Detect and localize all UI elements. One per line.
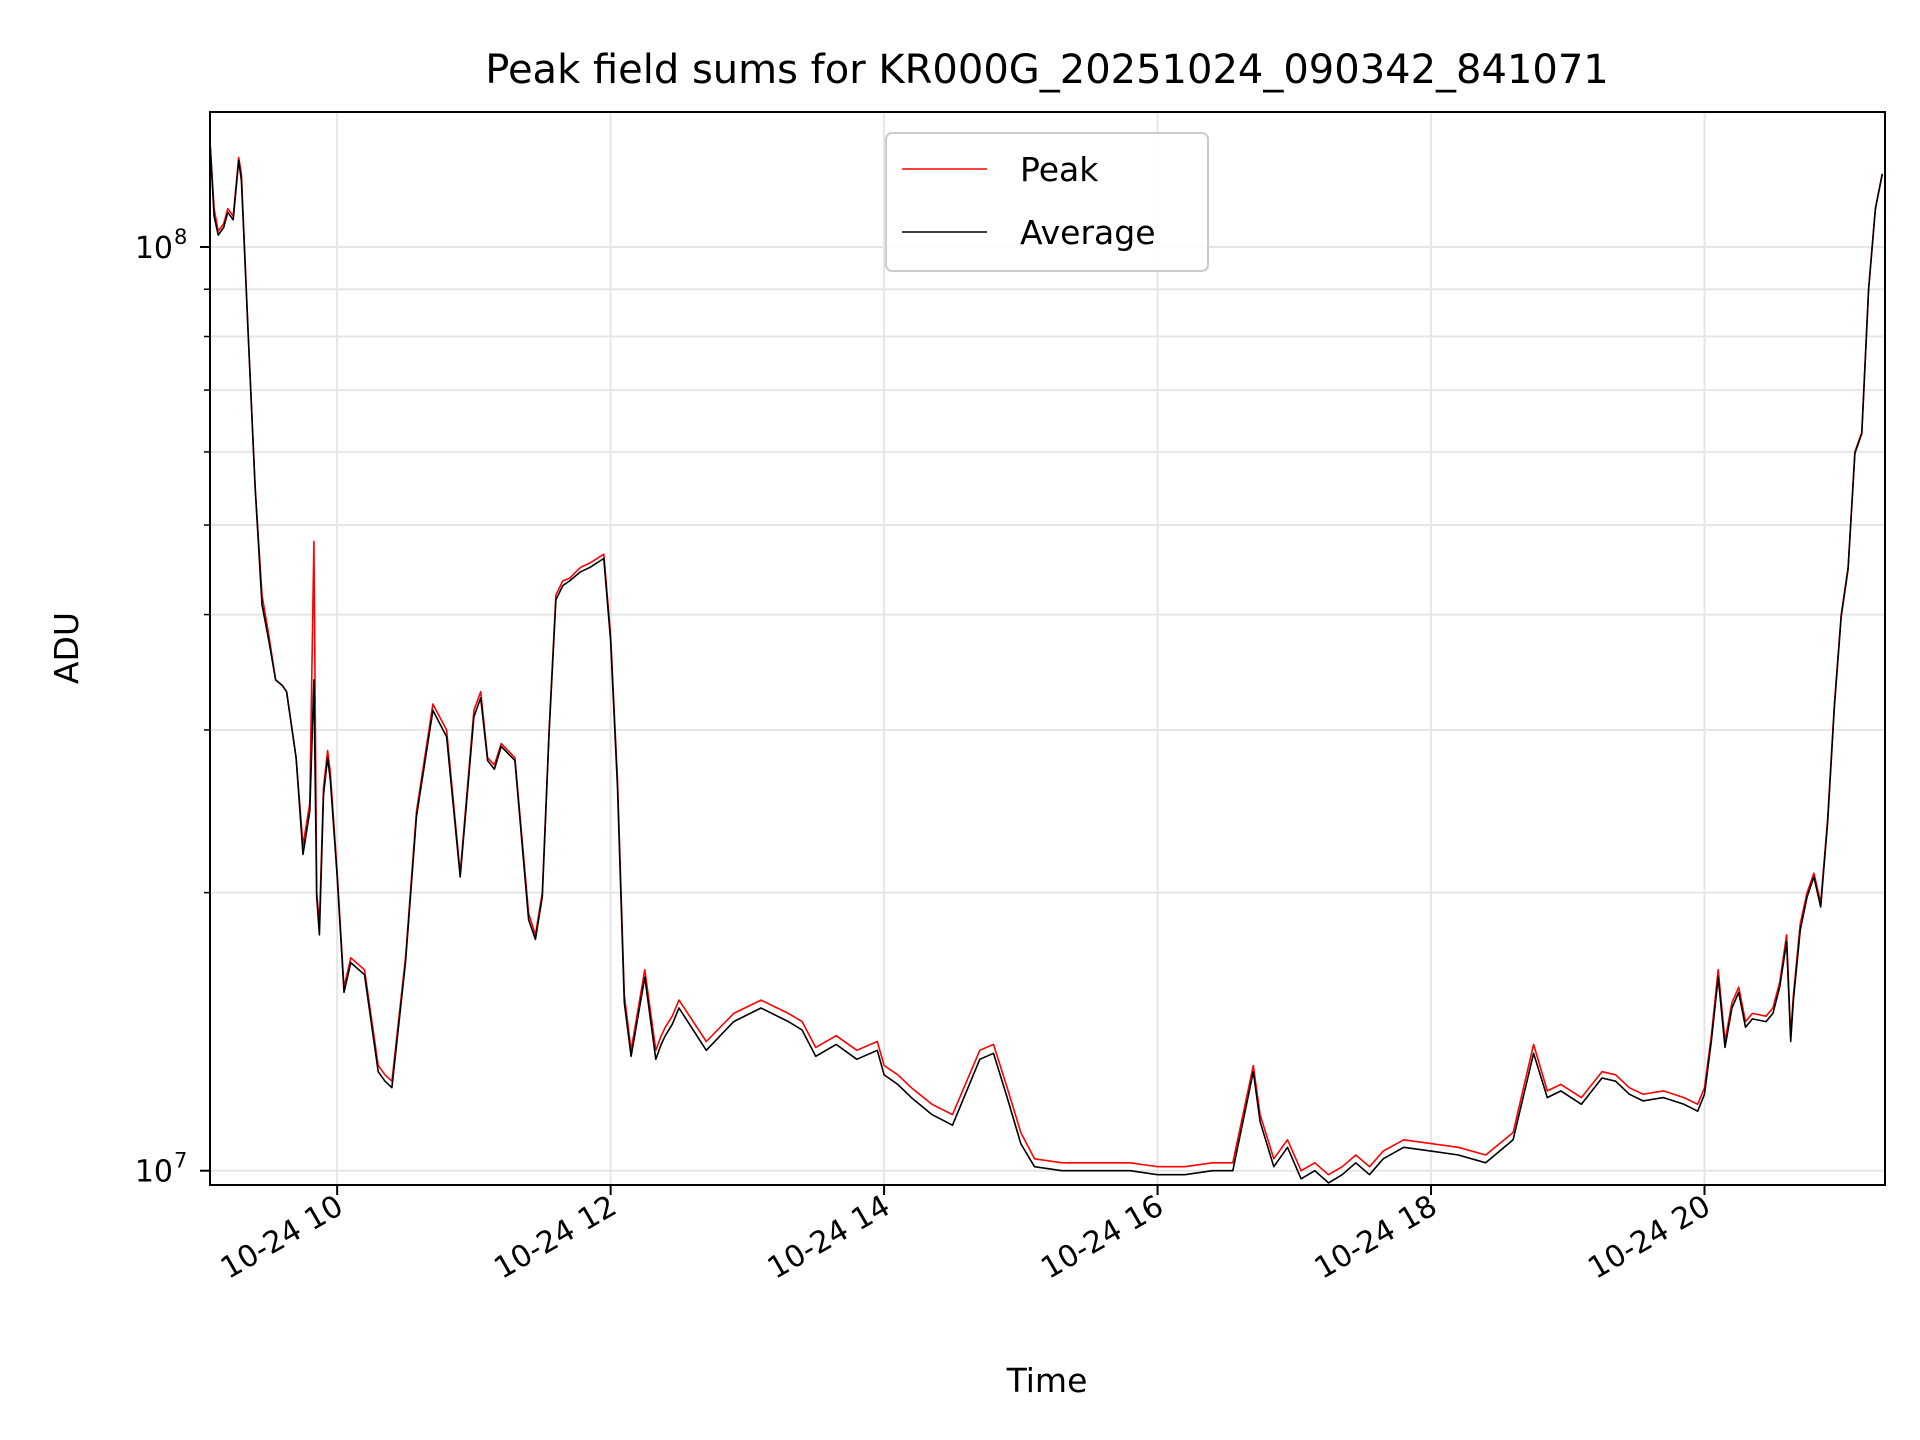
y-tick-label-exponent: 7 — [174, 1149, 187, 1173]
series-layer — [210, 141, 1884, 1184]
y-tick-label: 10 — [135, 1155, 173, 1190]
legend-box — [885, 132, 1209, 272]
chart-title: Peak field sums for KR000G_20251024_0903… — [485, 47, 1609, 93]
y-axis-label: ADU — [47, 612, 86, 684]
legend: Peak Average — [885, 132, 1209, 272]
grid-lines — [210, 112, 1885, 1185]
y-tick-label: 10 — [135, 231, 173, 266]
legend-label-average: Average — [1020, 213, 1156, 252]
legend-label-peak: Peak — [1020, 150, 1099, 189]
plot-area-frame — [209, 111, 1886, 1186]
average-series-line — [210, 141, 1884, 1184]
y-tick-label-exponent: 8 — [174, 225, 187, 249]
x-axis-label: Time — [1006, 1361, 1088, 1400]
series-lines — [210, 141, 1884, 1184]
